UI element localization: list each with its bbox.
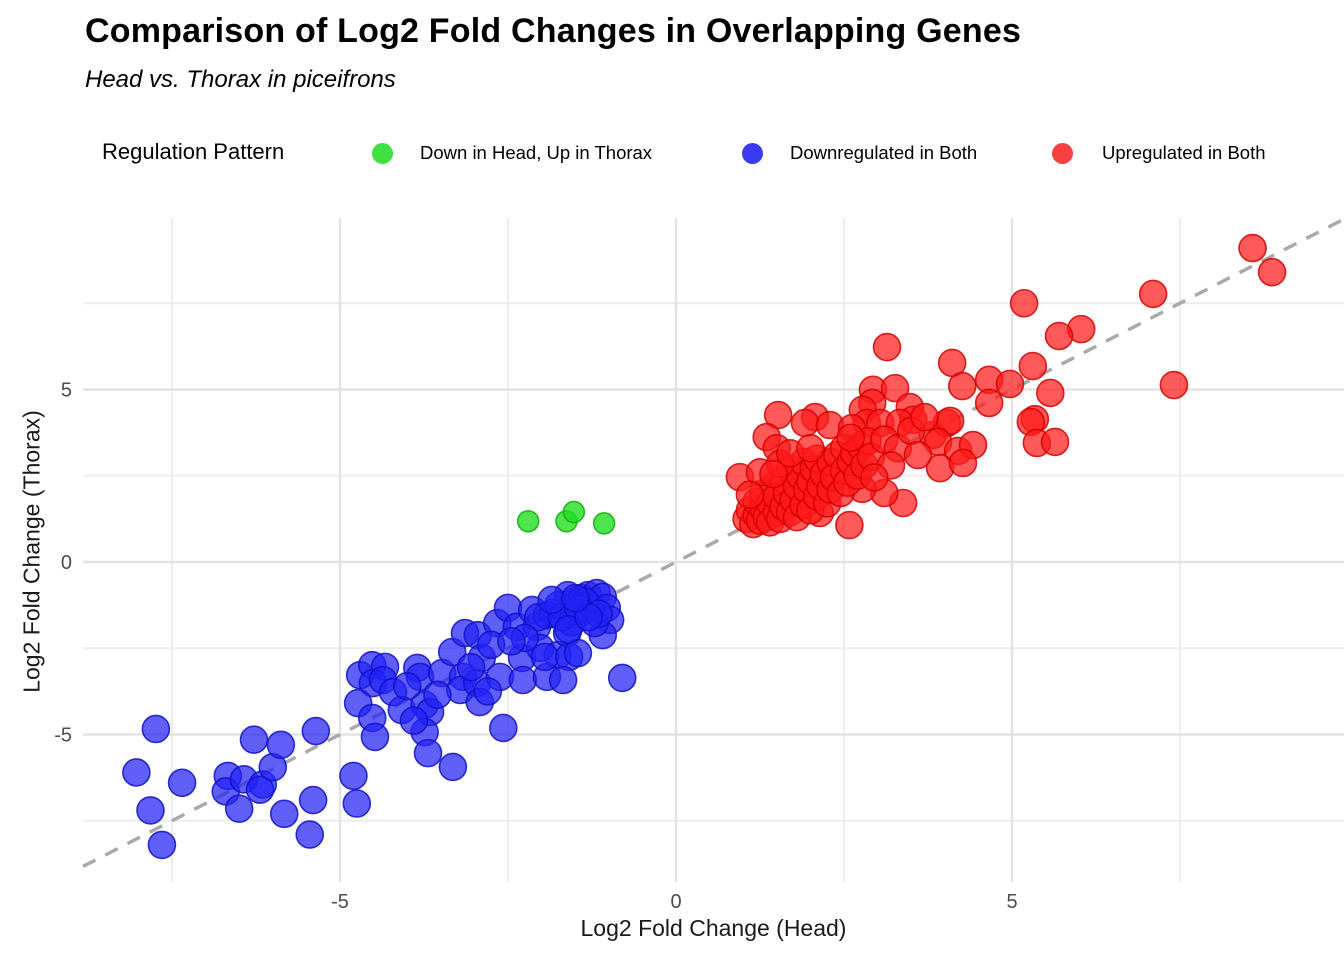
- data-point-down-in-head-up-in-thorax: [516, 509, 540, 533]
- data-point-downregulated-in-both: [136, 796, 165, 825]
- data-point-downregulated-in-both: [147, 830, 177, 860]
- data-point-downregulated-in-both: [399, 706, 429, 736]
- chart-subtitle: Head vs. Thorax in piceifrons: [85, 66, 396, 93]
- legend-title: Regulation Pattern: [102, 139, 285, 164]
- data-point-upregulated-in-both: [872, 332, 902, 362]
- data-point-down-in-head-up-in-thorax: [592, 512, 616, 535]
- data-point-upregulated-in-both: [974, 388, 1004, 418]
- data-point-downregulated-in-both: [245, 775, 275, 805]
- data-point-downregulated-in-both: [360, 722, 390, 752]
- data-point-downregulated-in-both: [413, 738, 443, 768]
- data-point-upregulated-in-both: [1036, 378, 1065, 408]
- data-point-downregulated-in-both: [456, 652, 486, 682]
- data-point-upregulated-in-both: [910, 402, 939, 432]
- y-axis-title: Log2 Fold Change (Thorax): [18, 410, 45, 693]
- data-point-downregulated-in-both: [473, 677, 503, 706]
- data-point-downregulated-in-both: [392, 671, 422, 701]
- data-point-downregulated-in-both: [438, 752, 468, 782]
- data-point-upregulated-in-both: [903, 440, 933, 470]
- data-point-downregulated-in-both: [560, 583, 590, 613]
- data-point-upregulated-in-both: [995, 369, 1025, 399]
- data-point-downregulated-in-both: [239, 725, 269, 754]
- legend-dot-green: [372, 143, 393, 164]
- data-point-upregulated-in-both: [1040, 427, 1070, 457]
- data-point-downregulated-in-both: [607, 663, 637, 693]
- legend-item-downregulated-both: Downregulated in Both: [790, 142, 978, 163]
- x-tick-label: 5: [1006, 891, 1017, 913]
- data-point-upregulated-in-both: [880, 373, 910, 403]
- data-point-upregulated-in-both: [790, 408, 820, 438]
- data-point-upregulated-in-both: [859, 463, 889, 492]
- legend-item-upregulated-both: Upregulated in Both: [1102, 142, 1266, 163]
- data-point-downregulated-in-both: [488, 713, 518, 743]
- y-tick-label: 0: [61, 552, 72, 574]
- data-point-upregulated-in-both: [1138, 279, 1168, 309]
- x-axis-title: Log2 Fold Change (Head): [580, 915, 847, 941]
- data-point-down-in-head-up-in-thorax: [562, 500, 586, 524]
- legend-item-down-head-up-thorax: Down in Head, Up in Thorax: [420, 142, 653, 163]
- data-point-downregulated-in-both: [141, 714, 171, 744]
- data-point-upregulated-in-both: [1044, 321, 1074, 351]
- data-point-downregulated-in-both: [167, 768, 197, 798]
- data-point-upregulated-in-both: [1238, 233, 1267, 263]
- data-point-downregulated-in-both: [122, 758, 151, 787]
- data-point-downregulated-in-both: [298, 785, 328, 815]
- data-point-downregulated-in-both: [497, 627, 526, 656]
- data-point-downregulated-in-both: [423, 680, 452, 710]
- data-point-downregulated-in-both: [342, 789, 372, 818]
- identity-reference-line: [82, 217, 1344, 868]
- y-tick-label: -5: [54, 725, 72, 747]
- y-tick-label: 5: [61, 380, 72, 402]
- legend-dot-blue: [742, 143, 763, 164]
- data-point-upregulated-in-both: [1159, 370, 1189, 400]
- data-point-upregulated-in-both: [948, 448, 978, 478]
- data-point-upregulated-in-both: [1257, 257, 1287, 287]
- data-point-downregulated-in-both: [548, 665, 578, 695]
- data-point-downregulated-in-both: [508, 665, 538, 695]
- x-tick-label: -5: [331, 891, 349, 913]
- x-tick-label: 0: [670, 891, 681, 913]
- chart-title: Comparison of Log2 Fold Changes in Overl…: [85, 12, 1022, 50]
- data-point-downregulated-in-both: [295, 820, 325, 849]
- data-point-upregulated-in-both: [947, 371, 977, 401]
- data-point-upregulated-in-both: [759, 459, 788, 489]
- data-point-downregulated-in-both: [269, 799, 299, 829]
- legend-dot-red: [1052, 143, 1073, 164]
- data-point-downregulated-in-both: [301, 716, 331, 746]
- data-point-upregulated-in-both: [1009, 288, 1039, 318]
- data-point-upregulated-in-both: [796, 433, 825, 463]
- data-point-downregulated-in-both: [266, 730, 296, 760]
- data-point-downregulated-in-both: [563, 638, 593, 668]
- data-point-upregulated-in-both: [1018, 351, 1048, 381]
- data-point-downregulated-in-both: [530, 642, 560, 672]
- data-point-upregulated-in-both: [836, 423, 866, 453]
- data-point-upregulated-in-both: [835, 510, 864, 540]
- data-point-downregulated-in-both: [224, 794, 254, 823]
- data-point-upregulated-in-both: [735, 480, 765, 510]
- data-point-downregulated-in-both: [339, 761, 368, 791]
